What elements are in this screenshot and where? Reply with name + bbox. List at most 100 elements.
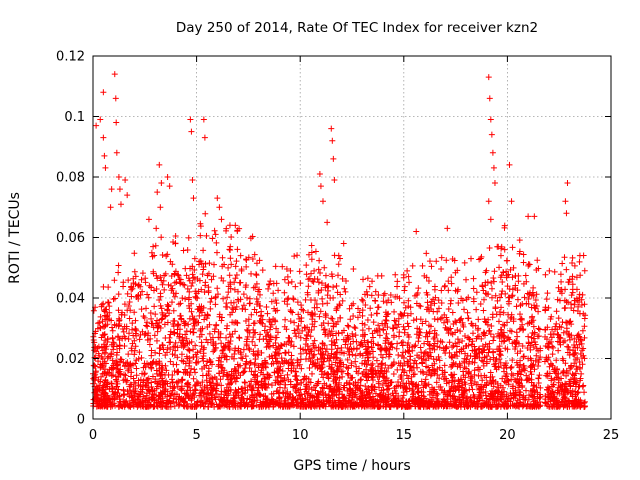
data-point xyxy=(344,322,351,329)
data-point xyxy=(486,345,493,352)
data-point xyxy=(405,340,412,347)
data-point xyxy=(186,305,193,312)
data-point xyxy=(173,361,180,368)
data-point xyxy=(311,267,318,274)
data-point xyxy=(447,325,454,332)
data-point xyxy=(563,325,570,332)
data-point xyxy=(467,352,474,359)
data-point xyxy=(358,390,365,397)
data-point xyxy=(140,364,147,371)
data-point xyxy=(96,319,103,326)
data-point xyxy=(209,387,216,394)
data-point xyxy=(437,315,444,322)
data-point xyxy=(443,257,450,264)
data-point xyxy=(572,388,579,395)
data-point xyxy=(336,302,343,309)
data-point xyxy=(258,403,265,410)
data-point xyxy=(559,260,566,267)
data-point xyxy=(477,300,484,307)
data-point xyxy=(229,305,236,312)
data-point xyxy=(114,383,121,390)
data-point xyxy=(271,305,278,312)
data-point xyxy=(246,365,253,372)
data-point xyxy=(211,328,218,335)
data-point xyxy=(417,303,424,310)
data-point xyxy=(229,330,236,337)
data-point xyxy=(141,371,148,378)
data-point xyxy=(219,254,226,261)
data-point xyxy=(97,378,104,385)
data-point xyxy=(177,300,184,307)
data-point xyxy=(153,399,160,406)
data-point xyxy=(385,377,392,384)
data-point xyxy=(223,325,230,332)
data-point xyxy=(195,288,202,295)
data-point xyxy=(471,367,478,374)
data-point xyxy=(356,365,363,372)
data-point xyxy=(469,400,476,407)
data-point xyxy=(239,305,246,312)
data-point xyxy=(395,321,402,328)
data-point xyxy=(529,330,536,337)
data-point xyxy=(129,326,136,333)
data-point xyxy=(384,324,391,331)
data-point xyxy=(508,364,515,371)
data-point xyxy=(424,338,431,345)
data-point xyxy=(218,364,225,371)
data-point xyxy=(440,319,447,326)
data-point xyxy=(159,281,166,288)
data-point xyxy=(218,358,225,365)
data-point xyxy=(115,174,122,180)
data-point xyxy=(444,318,451,325)
data-point xyxy=(422,376,429,383)
data-point xyxy=(544,373,551,380)
data-point xyxy=(212,231,219,238)
data-point xyxy=(330,294,337,301)
data-point xyxy=(179,334,186,341)
data-point xyxy=(402,384,409,391)
data-point xyxy=(232,378,239,385)
data-point xyxy=(436,357,443,364)
data-point xyxy=(392,318,399,325)
data-point xyxy=(325,352,332,359)
data-point xyxy=(113,362,120,369)
data-point xyxy=(249,387,256,394)
data-point xyxy=(382,362,389,369)
data-point xyxy=(443,380,450,387)
data-point xyxy=(564,403,571,410)
data-point xyxy=(471,353,478,360)
data-point xyxy=(554,331,561,338)
data-point xyxy=(433,398,440,405)
data-point xyxy=(372,288,379,295)
data-point xyxy=(231,402,238,409)
data-point xyxy=(486,95,493,102)
data-point xyxy=(227,380,234,387)
data-point xyxy=(116,370,123,377)
data-point xyxy=(534,333,541,340)
data-point xyxy=(152,311,159,318)
data-point xyxy=(379,381,386,388)
data-point xyxy=(168,299,175,306)
data-point xyxy=(109,327,116,334)
data-point xyxy=(307,394,314,401)
data-point xyxy=(109,335,116,342)
data-point xyxy=(277,363,284,370)
data-point xyxy=(346,380,353,387)
data-point xyxy=(200,403,207,410)
data-point xyxy=(95,343,102,350)
data-point xyxy=(188,300,195,307)
data-point xyxy=(244,294,251,301)
data-point xyxy=(572,356,579,363)
data-point xyxy=(433,331,440,338)
data-point xyxy=(121,391,128,398)
data-point xyxy=(357,393,364,400)
data-point xyxy=(390,334,397,341)
data-point xyxy=(131,268,138,275)
data-point xyxy=(274,329,281,336)
data-point xyxy=(468,380,475,387)
data-point xyxy=(158,305,165,312)
data-point xyxy=(521,294,528,301)
data-point xyxy=(537,384,544,391)
data-point xyxy=(114,380,121,387)
data-point xyxy=(431,340,438,347)
